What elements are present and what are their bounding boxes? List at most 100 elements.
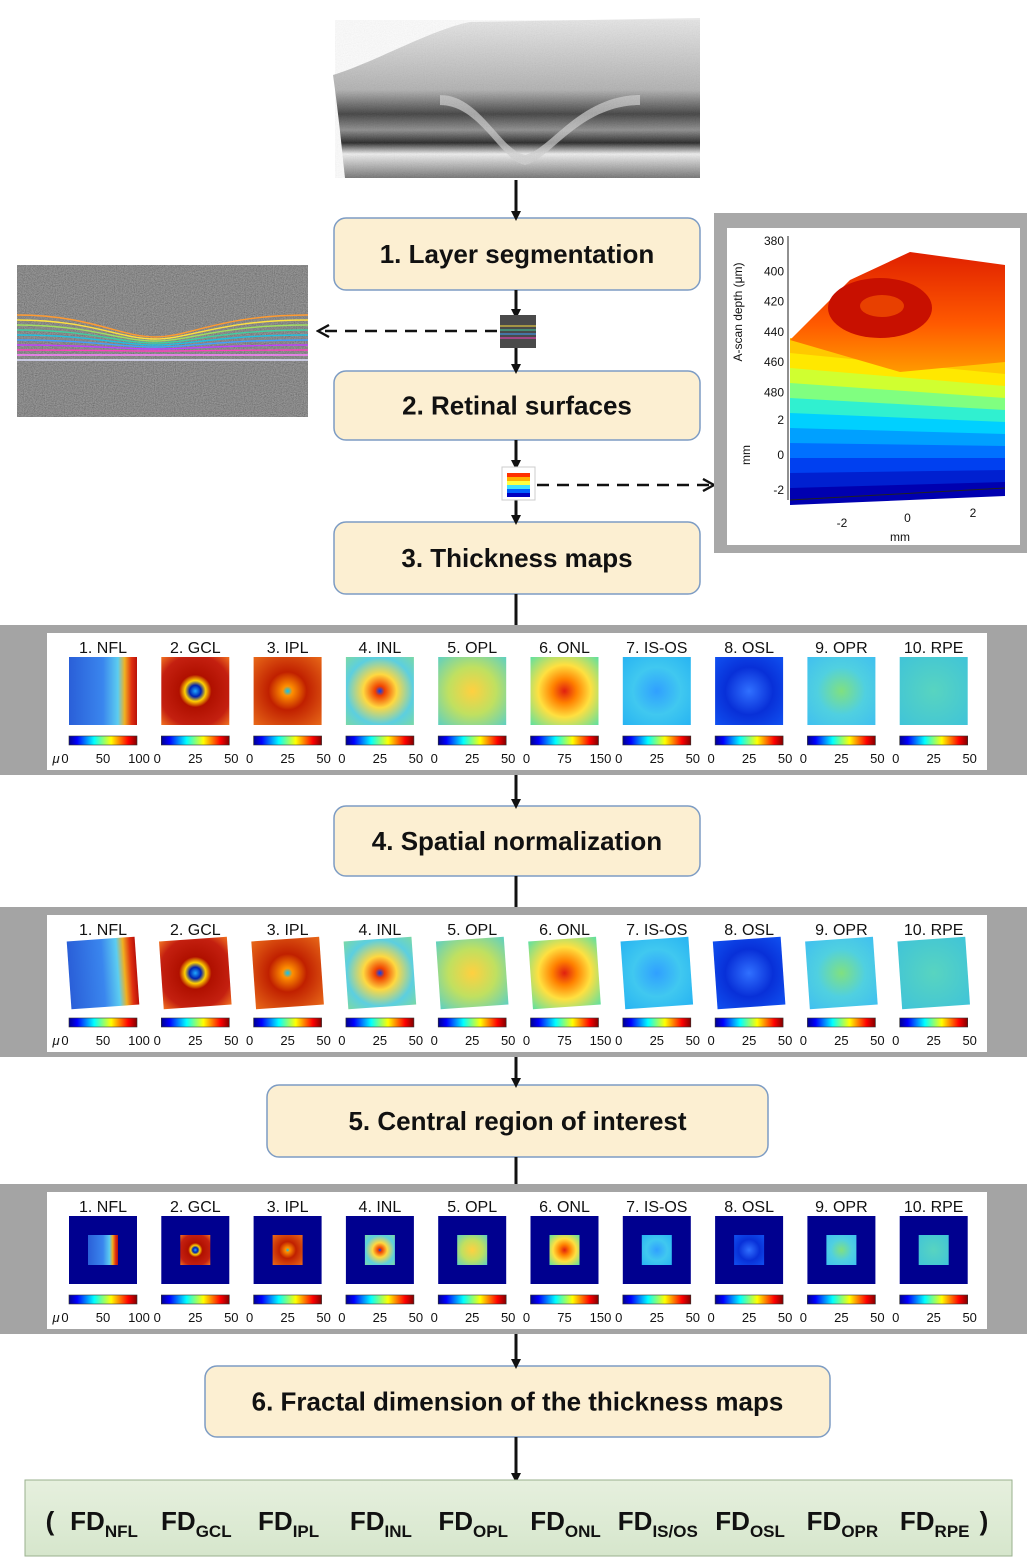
colorbar-tick: 50 [962, 751, 976, 766]
thumbnail-band [507, 489, 530, 493]
colorbar-tick: 50 [96, 1310, 110, 1325]
thickness-map [67, 937, 140, 1010]
colorbar [161, 736, 229, 745]
colorbar-tick: 50 [870, 1033, 884, 1048]
colorbar-tick: 25 [834, 1310, 848, 1325]
step-label: 2. Retinal surfaces [402, 391, 632, 421]
colorbar-tick: 50 [778, 1310, 792, 1325]
colorbar-tick: 100 [128, 1310, 150, 1325]
thumbnail-band [507, 481, 530, 485]
unit-label: μ [51, 751, 59, 766]
segmentation-thumbnail [500, 315, 536, 348]
colorbar [346, 736, 414, 745]
step-label: 5. Central region of interest [348, 1106, 686, 1136]
colorbar-tick: 0 [154, 1033, 161, 1048]
colorbar-tick: 50 [316, 1033, 330, 1048]
feature-sub: RPE [935, 1522, 970, 1541]
colorbar-tick: 25 [926, 1033, 940, 1048]
colorbar-tick: 50 [224, 1033, 238, 1048]
feature-main: FD [161, 1506, 196, 1536]
colorbar-tick: 150 [590, 1310, 612, 1325]
thickness-map [734, 1235, 764, 1265]
thumbnail-band [507, 477, 530, 481]
feature-sub: ONL [565, 1522, 601, 1541]
colorbar-tick: 50 [224, 1310, 238, 1325]
colorbar-tick: 0 [615, 751, 622, 766]
colorbar-tick: 50 [224, 751, 238, 766]
colorbar-tick: 0 [800, 751, 807, 766]
colorbar-tick: 50 [686, 1033, 700, 1048]
y-tick: 2 [777, 413, 784, 427]
colorbar [346, 1295, 414, 1304]
thickness-map [805, 937, 878, 1010]
y-axis-label: mm [739, 445, 753, 465]
map-title: 10. RPE [904, 640, 964, 657]
colorbar-tick: 50 [316, 1310, 330, 1325]
colorbar-tick: 25 [465, 1310, 479, 1325]
colorbar [715, 1018, 783, 1027]
colorbar-tick: 50 [409, 1310, 423, 1325]
feature-main: FD [715, 1506, 750, 1536]
map-title: 4. INL [359, 922, 402, 939]
feature-main: FD [438, 1506, 473, 1536]
colorbar [623, 1018, 691, 1027]
step-label: 6. Fractal dimension of the thickness ma… [252, 1387, 784, 1417]
feature-sub: NFL [105, 1522, 138, 1541]
colorbar [254, 736, 322, 745]
thickness-map [531, 657, 599, 725]
thickness-map [254, 657, 322, 725]
colorbar-tick: 25 [465, 1033, 479, 1048]
feature-main: FD [530, 1506, 565, 1536]
colorbar-tick: 25 [280, 1310, 294, 1325]
colorbar [715, 1295, 783, 1304]
colorbar-tick: 0 [800, 1033, 807, 1048]
depth-tick: 460 [764, 355, 784, 369]
colorbar [900, 1295, 968, 1304]
thickness-map [621, 937, 694, 1010]
colorbar-tick: 0 [892, 751, 899, 766]
colorbar [69, 736, 137, 745]
colorbar-tick: 50 [778, 1033, 792, 1048]
colorbar [715, 736, 783, 745]
colorbar-tick: 25 [373, 751, 387, 766]
colorbar-tick: 0 [246, 751, 253, 766]
feature-sub: OPL [473, 1522, 508, 1541]
thumbnail-band [507, 493, 530, 497]
feature-sub: IPL [293, 1522, 319, 1541]
map-title: 2. GCL [170, 640, 221, 657]
map-title: 10. RPE [904, 922, 964, 939]
colorbar-tick: 50 [870, 1310, 884, 1325]
colorbar-tick: 50 [870, 751, 884, 766]
colorbar-tick: 0 [246, 1033, 253, 1048]
colorbar [531, 736, 599, 745]
y-tick: 0 [777, 448, 784, 462]
colorbar [161, 1018, 229, 1027]
open-paren: ( [46, 1506, 55, 1536]
oct-noise [335, 20, 700, 178]
colorbar [438, 736, 506, 745]
colorbar-tick: 25 [742, 1033, 756, 1048]
unit-label: μ [51, 1310, 59, 1325]
colorbar [161, 1295, 229, 1304]
colorbar-tick: 0 [431, 1033, 438, 1048]
close-paren: ) [980, 1506, 989, 1536]
colorbar [531, 1295, 599, 1304]
colorbar-tick: 0 [338, 751, 345, 766]
colorbar-tick: 0 [431, 1310, 438, 1325]
colorbar-tick: 50 [316, 751, 330, 766]
colorbar-tick: 0 [615, 1033, 622, 1048]
colorbar-tick: 50 [686, 1310, 700, 1325]
map-title: 9. OPR [815, 922, 867, 939]
colorbar-tick: 25 [373, 1310, 387, 1325]
colorbar-tick: 0 [61, 1033, 68, 1048]
colorbar-tick: 25 [188, 1033, 202, 1048]
thickness-map [161, 657, 229, 725]
colorbar-tick: 25 [373, 1033, 387, 1048]
colorbar-tick: 0 [154, 751, 161, 766]
colorbar-tick: 25 [188, 1310, 202, 1325]
feature-sub: GCL [196, 1522, 232, 1541]
map-title: 7. IS-OS [626, 640, 687, 657]
thickness-map [180, 1235, 210, 1265]
feature-sub: IS/OS [652, 1522, 697, 1541]
colorbar [623, 736, 691, 745]
